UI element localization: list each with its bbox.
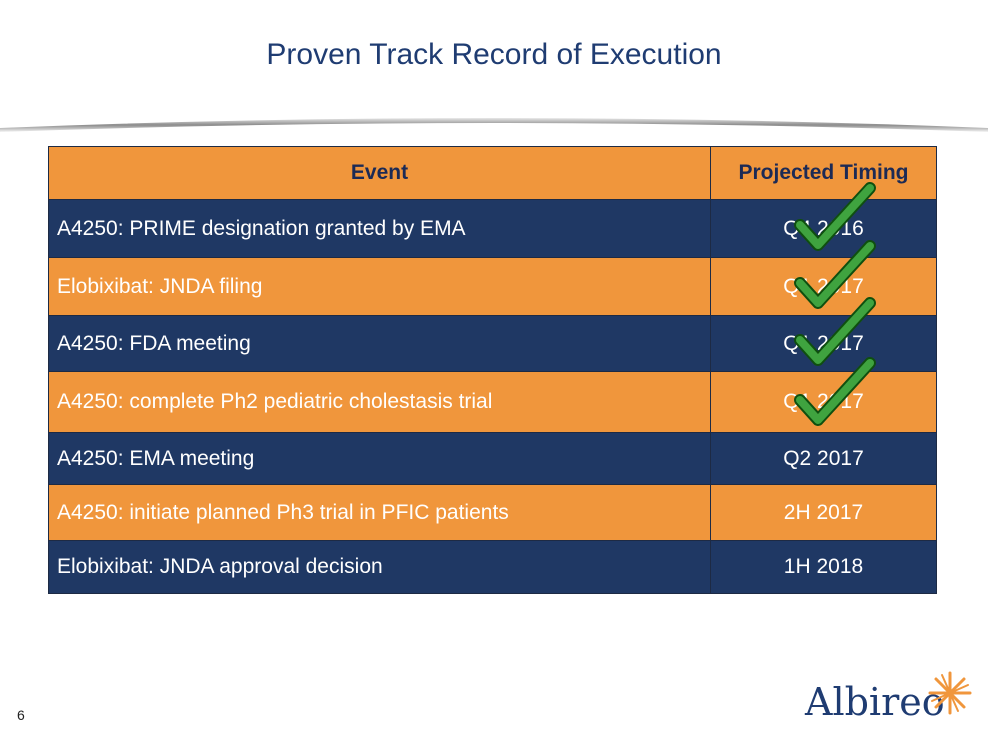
timing-cell: Q2 2017 [710,432,937,485]
timing-cell: Q4 2016 [710,199,937,258]
event-cell: Elobixibat: JNDA approval decision [48,540,711,594]
table-row: A4250: initiate planned Ph3 trial in PFI… [48,484,937,541]
timing-cell: Q1 2017 [710,371,937,433]
table-header-row: Event Projected Timing [48,146,937,200]
event-cell: A4250: EMA meeting [48,432,711,485]
page-number: 6 [17,707,25,723]
table-row: A4250: FDA meeting Q1 2017 [48,315,937,372]
logo-text: Albireo [805,680,945,724]
timing-cell: 2H 2017 [710,484,937,541]
table-row: A4250: complete Ph2 pediatric cholestasi… [48,371,937,433]
event-cell: Elobixibat: JNDA filing [48,257,711,316]
table-row: Elobixibat: JNDA filing Q1 2017 [48,257,937,316]
table-row: Elobixibat: JNDA approval decision 1H 20… [48,540,937,594]
timeline-table: Event Projected Timing A4250: PRIME desi… [48,146,937,594]
timing-cell: Q1 2017 [710,315,937,372]
slide-title: Proven Track Record of Execution [266,38,722,71]
event-cell: A4250: complete Ph2 pediatric cholestasi… [48,371,711,433]
event-cell: A4250: PRIME designation granted by EMA [48,199,711,258]
star-burst-icon [928,671,972,715]
table-row: A4250: EMA meeting Q2 2017 [48,432,937,485]
albireo-logo: Albireo [805,670,975,725]
table-row: A4250: PRIME designation granted by EMA … [48,199,937,258]
event-cell: A4250: initiate planned Ph3 trial in PFI… [48,484,711,541]
title-divider [0,118,988,132]
timing-cell: 1H 2018 [710,540,937,594]
event-cell: A4250: FDA meeting [48,315,711,372]
header-timing: Projected Timing [710,146,937,200]
header-event: Event [48,146,711,200]
timing-cell: Q1 2017 [710,257,937,316]
